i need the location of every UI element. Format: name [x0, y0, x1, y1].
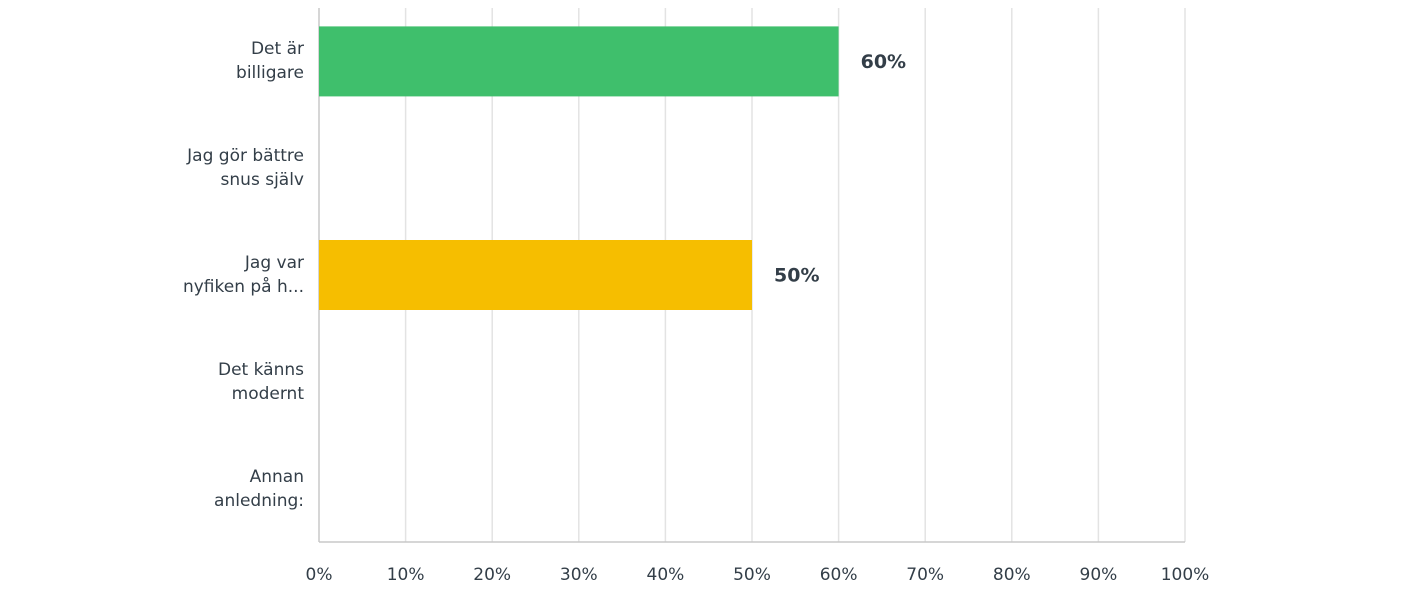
bar	[319, 240, 752, 310]
x-tick-label: 40%	[647, 565, 685, 585]
value-label: 50%	[774, 265, 819, 287]
value-label: 60%	[861, 51, 906, 73]
x-tick-label: 60%	[820, 565, 858, 585]
y-tick-label: Jag var nyfiken på h...	[182, 253, 304, 297]
y-tick-label: Annan anledning:	[214, 466, 304, 511]
x-tick-label: 0%	[306, 565, 333, 585]
y-tick-label: Jag gör bättre snus själv	[187, 146, 304, 191]
x-tick-label: 90%	[1080, 565, 1118, 585]
x-tick-label: 50%	[733, 565, 771, 585]
y-tick-label: Det är billigare	[236, 39, 304, 84]
x-tick-label: 70%	[906, 565, 944, 585]
y-tick-label: Det känns modernt	[218, 359, 304, 404]
bar	[319, 26, 839, 97]
x-tick-label: 100%	[1161, 565, 1210, 585]
x-tick-label: 80%	[993, 565, 1031, 585]
x-tick-label: 30%	[560, 565, 598, 585]
x-tick-label: 20%	[473, 565, 511, 585]
x-tick-label: 10%	[387, 565, 425, 585]
